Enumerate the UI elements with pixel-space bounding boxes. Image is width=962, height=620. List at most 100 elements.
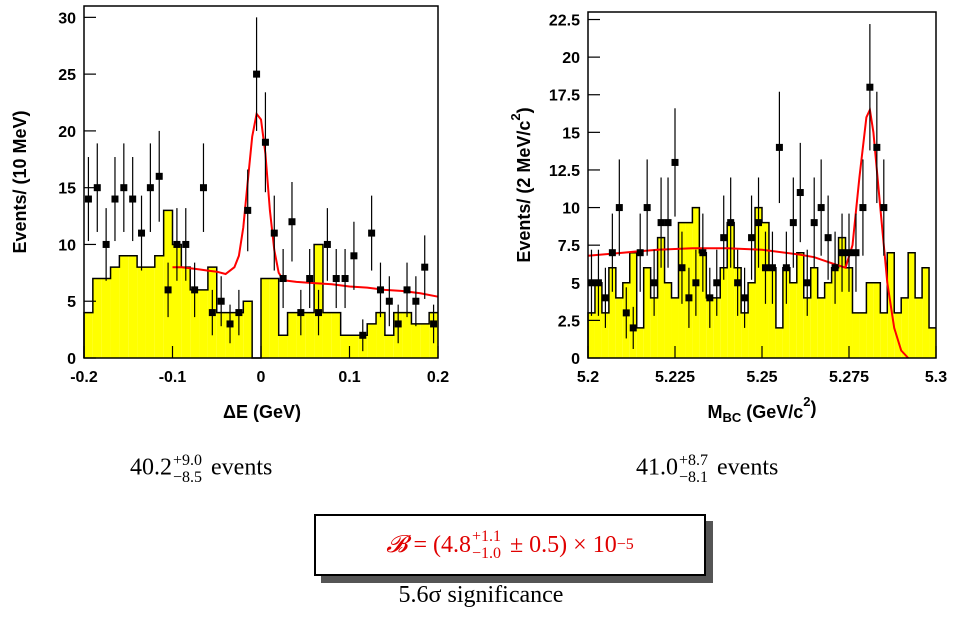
data-point [199, 143, 207, 232]
y-tick-label: 5 [571, 276, 580, 293]
histogram-bin [92, 278, 102, 358]
histogram-bin [713, 297, 721, 358]
histogram-bin [420, 323, 430, 358]
data-marker [692, 279, 700, 287]
histogram-bin [699, 252, 707, 358]
data-point [323, 208, 331, 281]
histogram-bin [831, 267, 839, 358]
data-marker [741, 294, 749, 302]
data-marker [173, 240, 181, 248]
histogram-bin [145, 267, 155, 358]
data-point [692, 249, 700, 316]
data-marker [734, 279, 742, 287]
histogram-bin [384, 335, 394, 358]
data-marker [376, 286, 384, 294]
histogram-bin [216, 312, 226, 358]
data-marker [775, 143, 783, 151]
histogram-bin [741, 312, 749, 358]
histogram-bin [929, 327, 936, 358]
data-point [727, 177, 735, 268]
data-marker [706, 294, 714, 302]
data-point [394, 304, 402, 344]
right-event-value: 41.0 [636, 454, 678, 481]
data-point [866, 24, 874, 151]
data-marker [297, 309, 305, 317]
data-point [817, 159, 825, 256]
histogram-bin [349, 335, 359, 358]
data-marker [755, 219, 763, 227]
y-tick-label: 7.5 [558, 238, 580, 255]
data-marker [111, 195, 119, 203]
data-point [403, 262, 411, 318]
data-point [226, 304, 234, 344]
data-marker [332, 275, 340, 283]
data-point [838, 213, 846, 292]
data-marker [288, 218, 296, 226]
histogram-bin [880, 312, 888, 358]
data-point [796, 142, 804, 243]
x-axis-label-part: (GeV/c [741, 402, 803, 422]
histogram-bin [119, 255, 129, 358]
x-tick-label: 5.25 [746, 369, 777, 386]
data-point [155, 130, 163, 222]
data-marker [615, 204, 623, 212]
histogram-bin [601, 312, 609, 358]
data-point [713, 249, 721, 316]
branching-fraction-box: 𝓑 = (4.8 +1.1 −1.0 ± 0.5) × 10 −5 [314, 514, 706, 576]
data-marker [84, 195, 92, 203]
data-point [650, 249, 658, 316]
significance-label: 5.6σ significance [398, 582, 564, 608]
histogram-bin [128, 255, 138, 358]
data-marker [359, 331, 367, 339]
data-marker [748, 234, 756, 242]
histogram-bin [915, 297, 923, 358]
histogram-bin [376, 312, 385, 358]
y-axis-label-part: ) [514, 107, 534, 113]
histogram-bin [331, 312, 341, 358]
data-point [146, 143, 154, 232]
data-point [412, 276, 420, 327]
histogram-bin [636, 327, 644, 358]
data-point [270, 195, 278, 271]
data-marker [341, 275, 349, 283]
bf-rhs: ± 0.5) × 10 [504, 531, 617, 558]
data-marker [226, 320, 234, 328]
data-point [253, 17, 261, 131]
bf-down: −1.0 [471, 545, 501, 562]
x-axis-label: ΔE (GeV) [223, 402, 301, 422]
data-marker [350, 252, 358, 260]
x-tick-label: 0.1 [338, 369, 360, 386]
histogram-bin [261, 278, 270, 358]
histogram-bin [411, 323, 421, 358]
right-event-uncertainty: +8.7 −8.1 [679, 452, 708, 486]
data-marker [685, 294, 693, 302]
histogram-bin [137, 267, 146, 358]
data-marker [155, 172, 163, 180]
x-tick-label: 0 [257, 369, 266, 386]
x-axis-label: MBC (GeV/c2) [707, 394, 816, 425]
data-marker [761, 264, 769, 272]
histogram-bin [287, 312, 297, 358]
histogram-bin [643, 267, 651, 358]
histogram-bin [322, 312, 332, 358]
histogram-bin [873, 282, 881, 358]
data-marker [182, 240, 190, 248]
histogram-bin [234, 312, 244, 358]
data-point [279, 248, 287, 309]
data-point [873, 91, 881, 204]
data-marker [279, 275, 287, 283]
bf-uncertainty: +1.1 −1.0 [472, 528, 501, 562]
data-point [734, 249, 742, 316]
histogram-bin [671, 297, 679, 358]
data-marker [789, 219, 797, 227]
data-marker [636, 249, 644, 257]
data-point [217, 276, 225, 327]
histogram-bin [84, 312, 93, 358]
x-axis-label-part: BC [722, 410, 741, 425]
histogram-bin [789, 282, 797, 358]
y-tick-label: 20 [562, 50, 580, 67]
histogram-outline [587, 206, 936, 358]
data-point [173, 208, 181, 281]
data-marker [727, 219, 735, 227]
data-marker [164, 286, 172, 294]
